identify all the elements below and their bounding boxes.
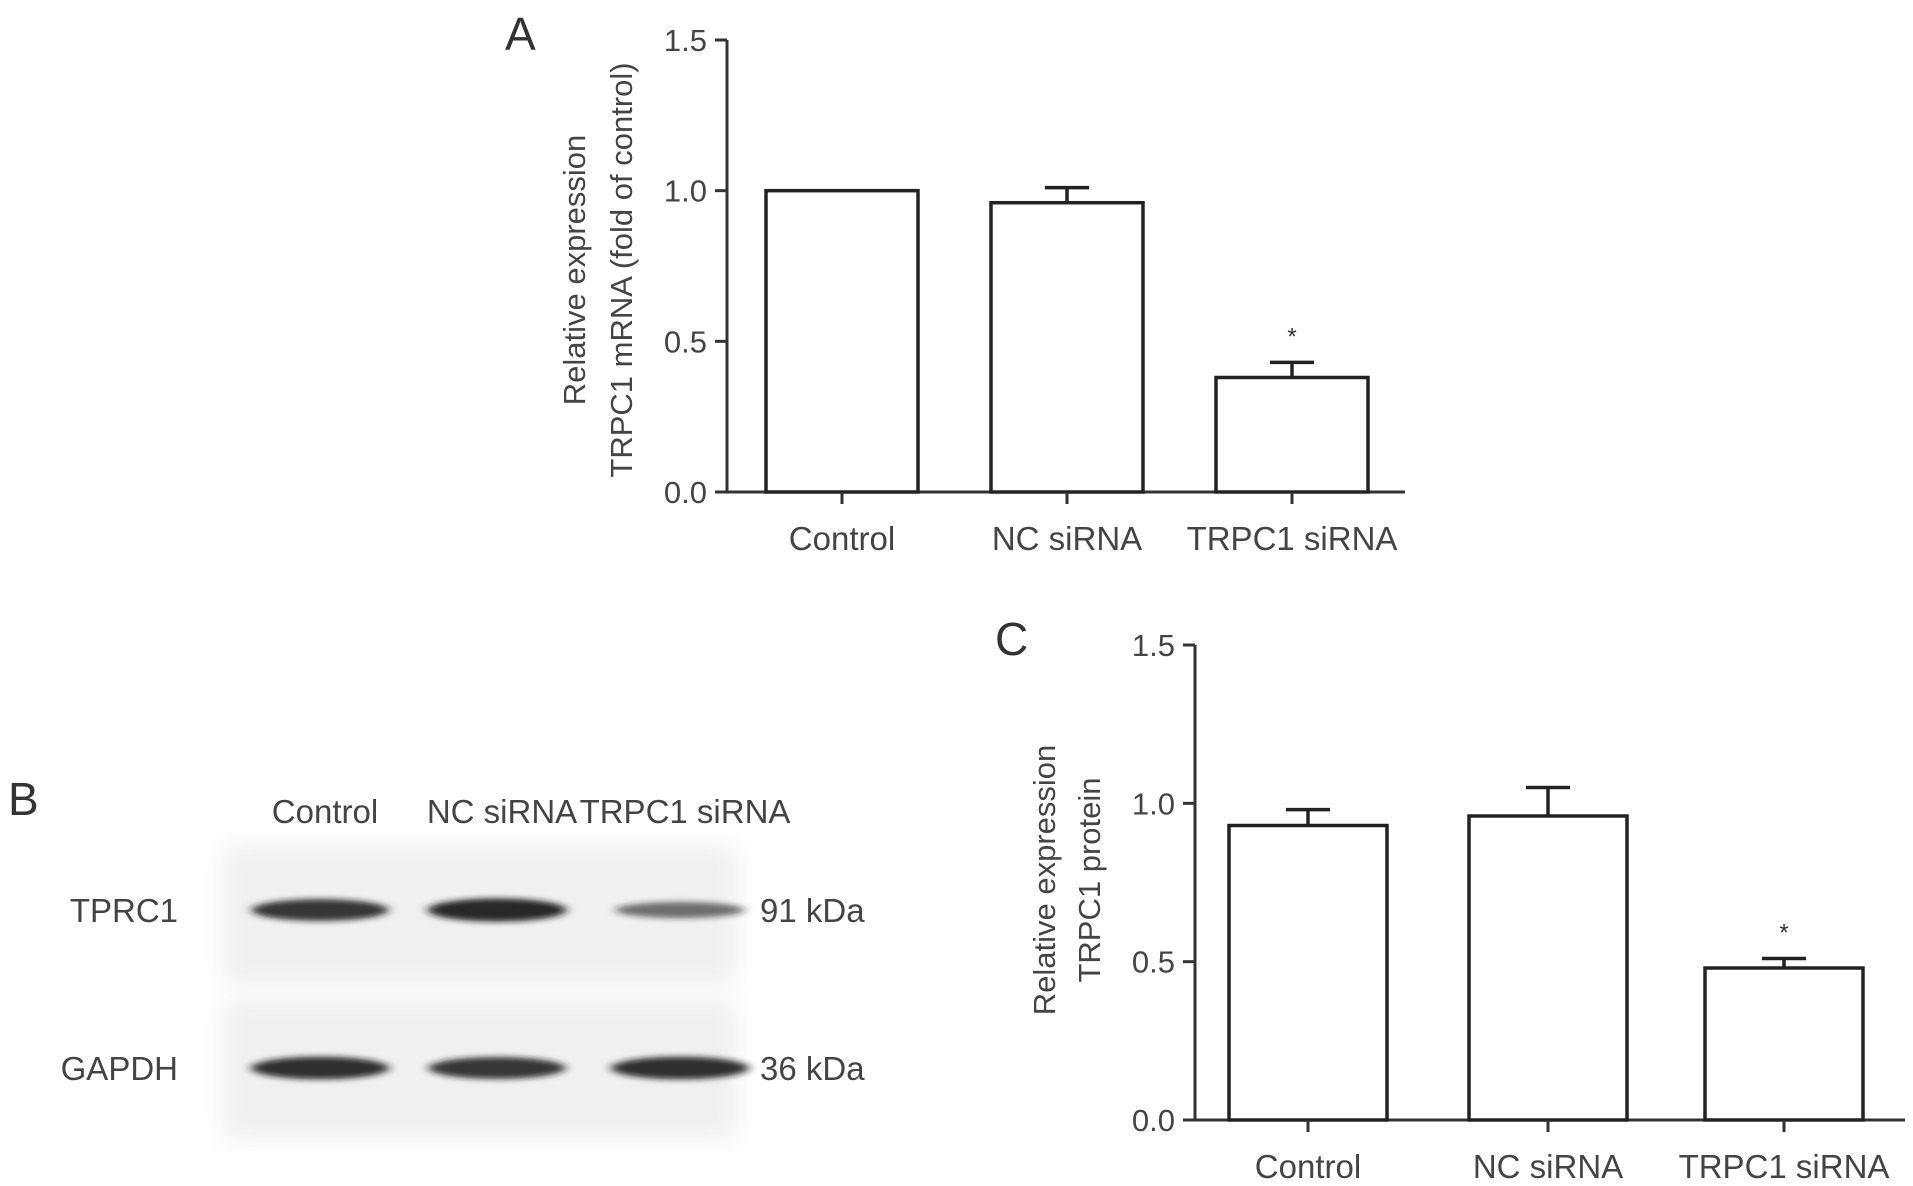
- y-tick-label: 1.5: [1132, 628, 1175, 663]
- bar-control: [764, 188, 920, 494]
- chart-c: Relative expression TRPC1 protein 0.0 0.5…: [1027, 628, 1905, 1185]
- blot-band: [251, 1056, 389, 1080]
- x-tick-label: NC siRNA: [992, 520, 1142, 557]
- chart-c-ylabel-line2: TRPC1 protein: [1072, 777, 1107, 982]
- y-tick-label: 0.0: [1132, 1103, 1175, 1138]
- x-tick-label: NC siRNA: [1473, 1148, 1623, 1185]
- significance-marker: *: [1287, 323, 1296, 350]
- blot-row-label: GAPDH: [61, 1050, 178, 1087]
- blot-band: [611, 1056, 749, 1080]
- x-tick-label: TRPC1 siRNA: [1187, 520, 1398, 557]
- panel-letter-a: A: [505, 8, 536, 60]
- blot-lane-label: TRPC1 siRNA: [580, 793, 791, 830]
- chart-a: Relative expression TRPC1 mRNA (fold of …: [557, 23, 1405, 557]
- chart-c-ylabel-line1: Relative expression: [1027, 745, 1062, 1016]
- bar-trpc1-sirna: [1214, 375, 1370, 494]
- chart-a-ylabel-line1: Relative expression: [557, 135, 592, 406]
- bar-nc-sirna: [989, 200, 1145, 494]
- blot-size-label: 36 kDa: [760, 1050, 865, 1087]
- bar-control: [1227, 823, 1389, 1122]
- chart-a-ylabel-line2: TRPC1 mRNA (fold of control): [604, 62, 639, 477]
- panel-letter-b: B: [8, 773, 39, 825]
- significance-marker: *: [1779, 920, 1788, 947]
- y-tick-label: 1.0: [1132, 786, 1175, 821]
- blot-row-label: TPRC1: [70, 892, 178, 929]
- blot-lane-label: NC siRNA: [427, 793, 577, 830]
- western-blot: Control NC siRNA TRPC1 siRNA TPRC1 91 kDa GAP…: [61, 793, 865, 1140]
- bar-nc-sirna: [1467, 814, 1629, 1122]
- x-tick-label: Control: [789, 520, 895, 557]
- panel-letter-c: C: [995, 613, 1028, 665]
- y-tick-label: 0.5: [664, 324, 707, 359]
- y-tick-label: 1.5: [664, 23, 707, 58]
- y-tick-label: 0.5: [1132, 945, 1175, 980]
- bar-trpc1-sirna: [1703, 966, 1865, 1122]
- blot-lane-label: Control: [272, 793, 378, 830]
- blot-band: [251, 899, 389, 921]
- blot-size-label: 91 kDa: [760, 892, 865, 929]
- blot-band: [428, 1057, 566, 1079]
- blot-band: [615, 901, 745, 919]
- y-tick-label: 1.0: [664, 174, 707, 209]
- x-tick-label: Control: [1255, 1148, 1361, 1185]
- blot-band: [427, 898, 567, 922]
- y-tick-label: 0.0: [664, 475, 707, 510]
- x-tick-label: TRPC1 siRNA: [1679, 1148, 1890, 1185]
